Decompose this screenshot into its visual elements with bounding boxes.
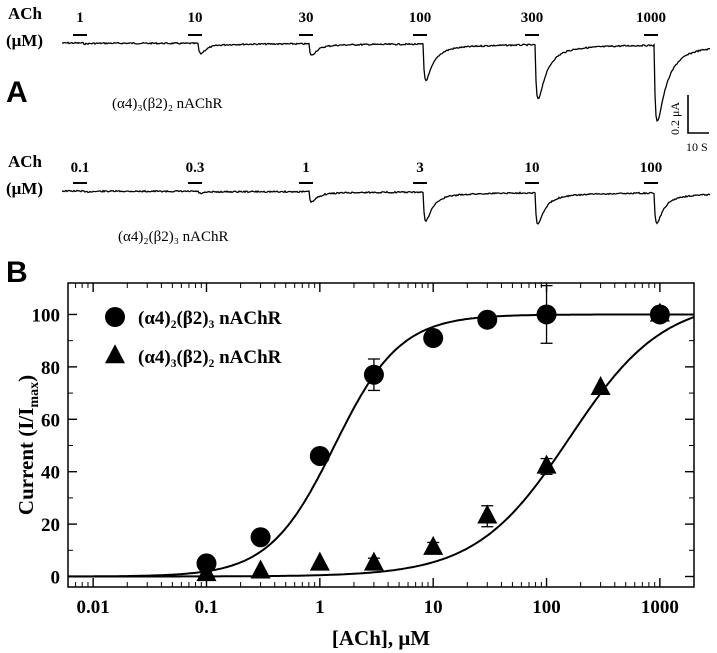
y-axis-label-subscript: max [27,382,42,408]
data-point-triangle [649,302,670,322]
y-axis-label: Current (I/Imax) [14,375,42,515]
row1-concentration-label: 300 [521,10,544,26]
plot-frame [67,282,695,588]
row1-unit-label: (μM) [6,31,43,50]
x-tick-label: 0.1 [195,597,219,618]
fit-curves [68,313,695,578]
row2-concentration-label: 100 [640,160,663,176]
y-tick-label: 60 [41,410,60,431]
panel-a: A ACh (μM) 1 10 30 100 300 1000 (α4)₃(β2)₂ nA… [6,4,711,245]
data-point-circle [309,445,330,466]
y-tick-label: 40 [41,463,60,484]
axis-ticks: 0.01 0.1 1 10 100 1000 0 20 40 60 80 100 [32,283,694,618]
y-axis-label-close: ) [14,375,38,382]
fit-curve-series-1 [68,316,695,578]
data-point-triangle [250,559,271,579]
y-tick-label: 80 [41,358,60,379]
data-point-triangle [590,376,611,396]
row1-concentration-label: 10 [188,10,203,26]
row1-concentration-label: 1 [76,10,84,26]
scale-bar-time-label: 10 S [686,140,708,154]
legend-label: (α4)₃(β2)₂ nAChR [138,347,282,368]
row1-concentration-label: 1000 [636,10,666,26]
legend-label: (α4)₂(β2)₃ nAChR [138,308,282,329]
scale-bar-current-label: 0.2 μA [668,102,682,135]
data-point-triangle [309,551,330,571]
row1-receptor-label: (α4)₃(β2)₂ nAChR [112,96,223,112]
data-point-triangle [423,535,444,555]
error-bars [367,284,553,570]
x-tick-label: 1 [315,597,325,618]
data-point-triangle [477,504,498,524]
panel-b: B 0.01 0.1 1 10 100 1000 0 20 40 60 80 100 (α4)₂(β2… [6,256,695,650]
data-markers [196,302,670,582]
y-tick-label: 20 [41,515,60,536]
data-point-triangle [363,551,384,571]
data-point-triangle [536,454,557,474]
data-point-circle [423,328,444,349]
legend-marker-triangle [105,344,125,364]
row2-concentration-label: 0.3 [186,160,205,176]
panel-a-label: A [6,76,28,109]
x-tick-label: 10 [424,597,443,618]
row1-current-trace [61,41,711,122]
row1-concentration-labels: 1 10 30 100 300 1000 [76,10,666,26]
data-point-circle [477,309,498,330]
data-point-circle [250,527,271,548]
x-tick-label: 100 [532,597,561,618]
scale-bar [687,95,709,134]
row2-ach-label: ACh [8,152,43,171]
panel-b-label: B [6,256,28,289]
x-axis-label: [ACh], μM [332,626,430,650]
row2-concentration-labels: 0.1 0.3 1 3 10 100 [71,160,663,176]
fit-curve-series-0 [68,313,694,578]
row2-receptor-label: (α4)₂(β2)₃ nAChR [118,229,229,245]
y-tick-label: 100 [32,305,61,326]
row1-concentration-label: 100 [409,10,432,26]
x-tick-label: 0.01 [77,597,110,618]
legend-marker-circle [105,307,125,327]
row2-concentration-label: 10 [525,160,540,176]
row2-concentration-label: 3 [416,160,424,176]
y-axis-label-main: Current (I/I [14,408,38,516]
row1-ach-label: ACh [8,4,43,23]
legend: (α4)₂(β2)₃ nAChR (α4)₃(β2)₂ nAChR [105,307,282,368]
x-tick-label: 1000 [641,597,679,618]
row2-concentration-label: 1 [302,160,310,176]
y-tick-label: 0 [51,568,61,589]
row1-concentration-label: 30 [299,10,314,26]
row2-unit-label: (μM) [6,179,43,198]
row2-current-trace [61,189,711,225]
data-point-circle [536,304,557,325]
data-point-circle [363,364,384,385]
data-point-triangle [196,562,217,582]
row2-concentration-label: 0.1 [71,160,90,176]
